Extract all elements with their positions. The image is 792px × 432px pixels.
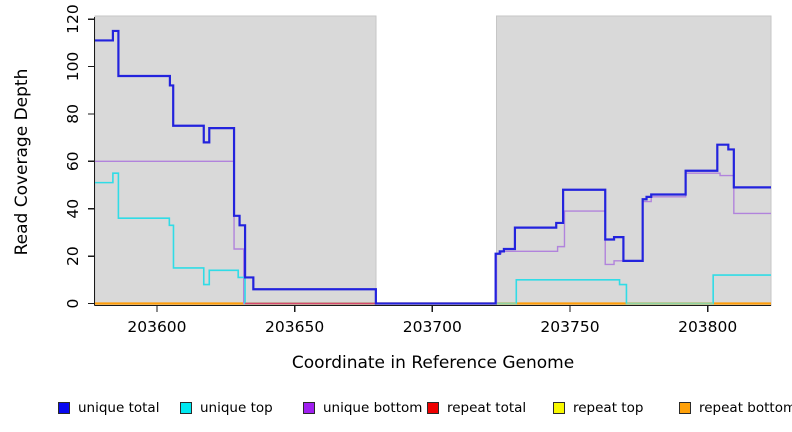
series-unique-total	[95, 29, 771, 305]
y-tick-label: 80	[64, 104, 82, 124]
y-tick-label: 60	[64, 151, 82, 171]
x-axis-title: Coordinate in Reference Genome	[291, 353, 575, 373]
x-tick-label: 203650	[265, 318, 324, 336]
series-unique-top	[95, 172, 771, 305]
x-tick-label: 203750	[540, 318, 599, 336]
y-tick-label: 40	[64, 199, 82, 219]
shaded-region	[496, 15, 772, 306]
y-tick-label: 120	[64, 4, 82, 34]
y-tick-label: 0	[64, 299, 82, 309]
x-tick-label: 203600	[127, 318, 186, 336]
x-tick-label: 203700	[403, 318, 462, 336]
y-axis-title: Read Coverage Depth	[12, 68, 32, 256]
y-tick-label: 20	[64, 246, 82, 266]
x-tick-label: 203800	[678, 318, 737, 336]
y-tick-label: 100	[64, 52, 82, 82]
